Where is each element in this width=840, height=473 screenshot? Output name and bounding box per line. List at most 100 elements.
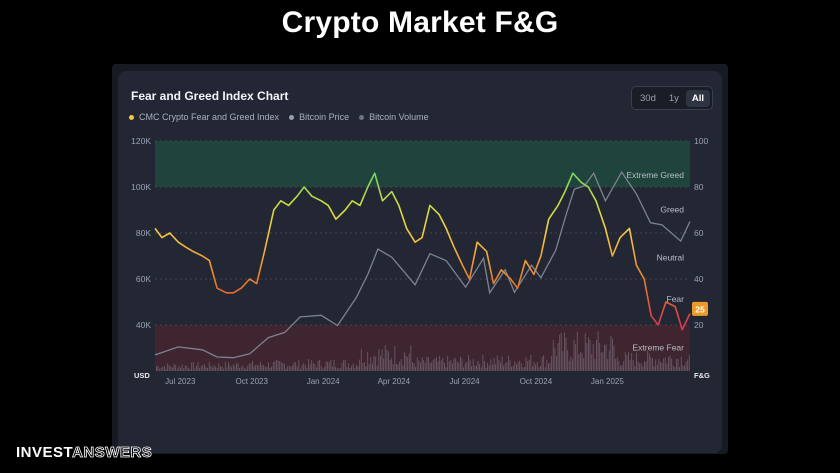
volume-bar [170,366,172,371]
volume-bar [343,359,345,371]
y-left-tick-label: 80K [136,228,151,238]
volume-bar [672,365,674,371]
brand-logo: INVESTANSWERS [16,444,152,462]
volume-bar [312,363,314,371]
volume-bar [159,368,161,371]
legend-item-bitcoin-volume[interactable]: Bitcoin Volume [359,112,429,122]
volume-bar [495,363,497,371]
volume-bar [327,361,329,371]
volume-bar [540,365,541,371]
volume-bar [480,367,482,371]
volume-bar [439,355,441,371]
volume-bar [311,360,313,371]
volume-bar [468,355,469,371]
volume-bar [247,365,249,371]
volume-bar [208,361,210,371]
legend-label: Bitcoin Volume [369,112,429,122]
range-30d-button[interactable]: 30d [640,92,656,104]
volume-bar [400,359,402,371]
volume-bar [596,339,597,371]
volume-bar [309,364,311,371]
volume-bar [232,364,234,371]
volume-bar [605,344,607,371]
volume-bar [338,367,340,371]
volume-bar [296,366,298,371]
volume-bar [404,352,405,371]
volume-bar [624,352,626,371]
volume-bar [242,365,244,371]
legend-item-bitcoin-price[interactable]: Bitcoin Price [289,112,349,122]
zone-label-fear: Fear [667,294,685,304]
volume-bar [501,356,503,371]
volume-bar [248,363,250,371]
volume-bar [250,363,252,371]
volume-bar [455,358,457,371]
volume-bar [300,368,301,371]
volume-bar [236,362,237,371]
volume-bar [580,351,581,371]
volume-bar [548,363,549,371]
volume-bar [511,366,513,371]
volume-bar [498,359,500,371]
volume-bar [282,363,284,371]
volume-bar [322,368,324,371]
volume-bar [389,359,391,371]
volume-bar [392,364,394,371]
volume-bar [396,364,397,371]
x-tick-label: Jul 2024 [449,377,480,386]
volume-bar [629,359,631,371]
volume-bar [288,365,290,371]
volume-bar [373,355,375,371]
volume-bar [679,367,681,371]
volume-bar [383,358,385,371]
volume-bar [445,367,447,371]
volume-bar [570,356,572,371]
legend-item-fear-greed[interactable]: CMC Crypto Fear and Greed Index [129,112,279,122]
volume-bar [479,363,481,371]
range-all-button[interactable]: All [685,89,711,107]
x-tick-label: Apr 2024 [378,377,411,386]
range-1y-button[interactable]: 1y [668,92,679,104]
volume-bar [231,367,233,371]
volume-bar [280,362,282,371]
volume-bar [168,365,170,371]
volume-bar [436,356,437,371]
volume-bar [399,361,401,371]
volume-bar [344,359,346,371]
x-tick-label: Jan 2024 [307,377,340,386]
volume-bar [458,362,460,371]
volume-bar [500,362,501,371]
volume-bar [613,345,615,371]
volume-bar [527,361,529,371]
volume-bar [388,351,389,371]
y-right-tick-label: 60 [694,228,704,238]
volume-bar [244,368,245,371]
volume-bar [215,366,217,371]
volume-bar [516,364,517,371]
volume-bar [589,340,591,371]
volume-bar [290,366,292,371]
volume-bar [292,365,293,371]
chart-title: Fear and Greed Index Chart [131,89,289,103]
volume-bar [573,339,575,371]
volume-bar [637,361,639,371]
volume-bar [356,364,357,371]
volume-bar [647,350,649,371]
volume-bar [687,359,689,371]
fear-greed-line [154,172,691,331]
volume-bar [263,365,265,371]
volume-bar [413,363,415,371]
volume-bar [336,368,338,371]
volume-bar [626,355,628,371]
volume-bar [522,367,524,371]
volume-bar [418,360,420,371]
volume-bar [559,334,561,371]
volume-bar [490,359,492,371]
volume-bar [332,366,333,371]
volume-bar [562,351,564,371]
volume-bar [295,361,297,371]
volume-bar [279,361,281,371]
legend-label: Bitcoin Price [299,112,350,122]
volume-bar [546,359,548,371]
volume-bar [386,349,388,371]
